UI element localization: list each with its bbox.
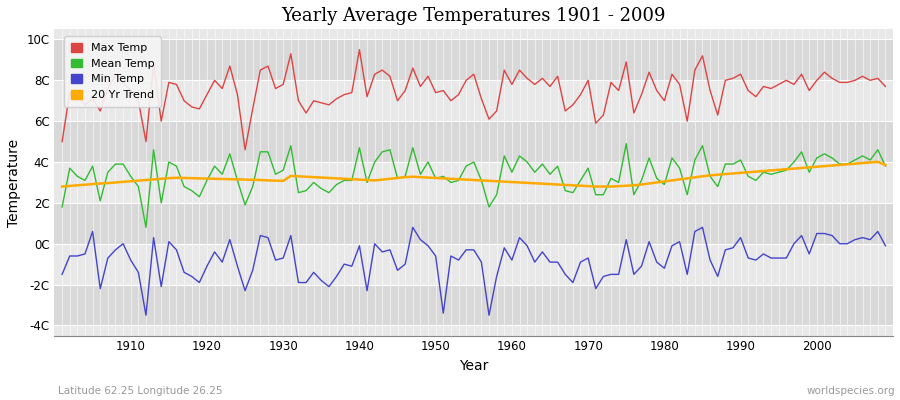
Bar <box>55 80 893 121</box>
Bar <box>55 121 893 162</box>
Bar <box>55 244 893 284</box>
Legend: Max Temp, Mean Temp, Min Temp, 20 Yr Trend: Max Temp, Mean Temp, Min Temp, 20 Yr Tre… <box>64 36 161 107</box>
Bar <box>55 162 893 203</box>
Text: worldspecies.org: worldspecies.org <box>807 386 896 396</box>
Text: Latitude 62.25 Longitude 26.25: Latitude 62.25 Longitude 26.25 <box>58 386 223 396</box>
Y-axis label: Temperature: Temperature <box>7 138 21 226</box>
Title: Yearly Average Temperatures 1901 - 2009: Yearly Average Temperatures 1901 - 2009 <box>282 7 666 25</box>
Bar <box>55 203 893 244</box>
Bar <box>55 284 893 326</box>
X-axis label: Year: Year <box>459 359 489 373</box>
Bar <box>55 40 893 80</box>
